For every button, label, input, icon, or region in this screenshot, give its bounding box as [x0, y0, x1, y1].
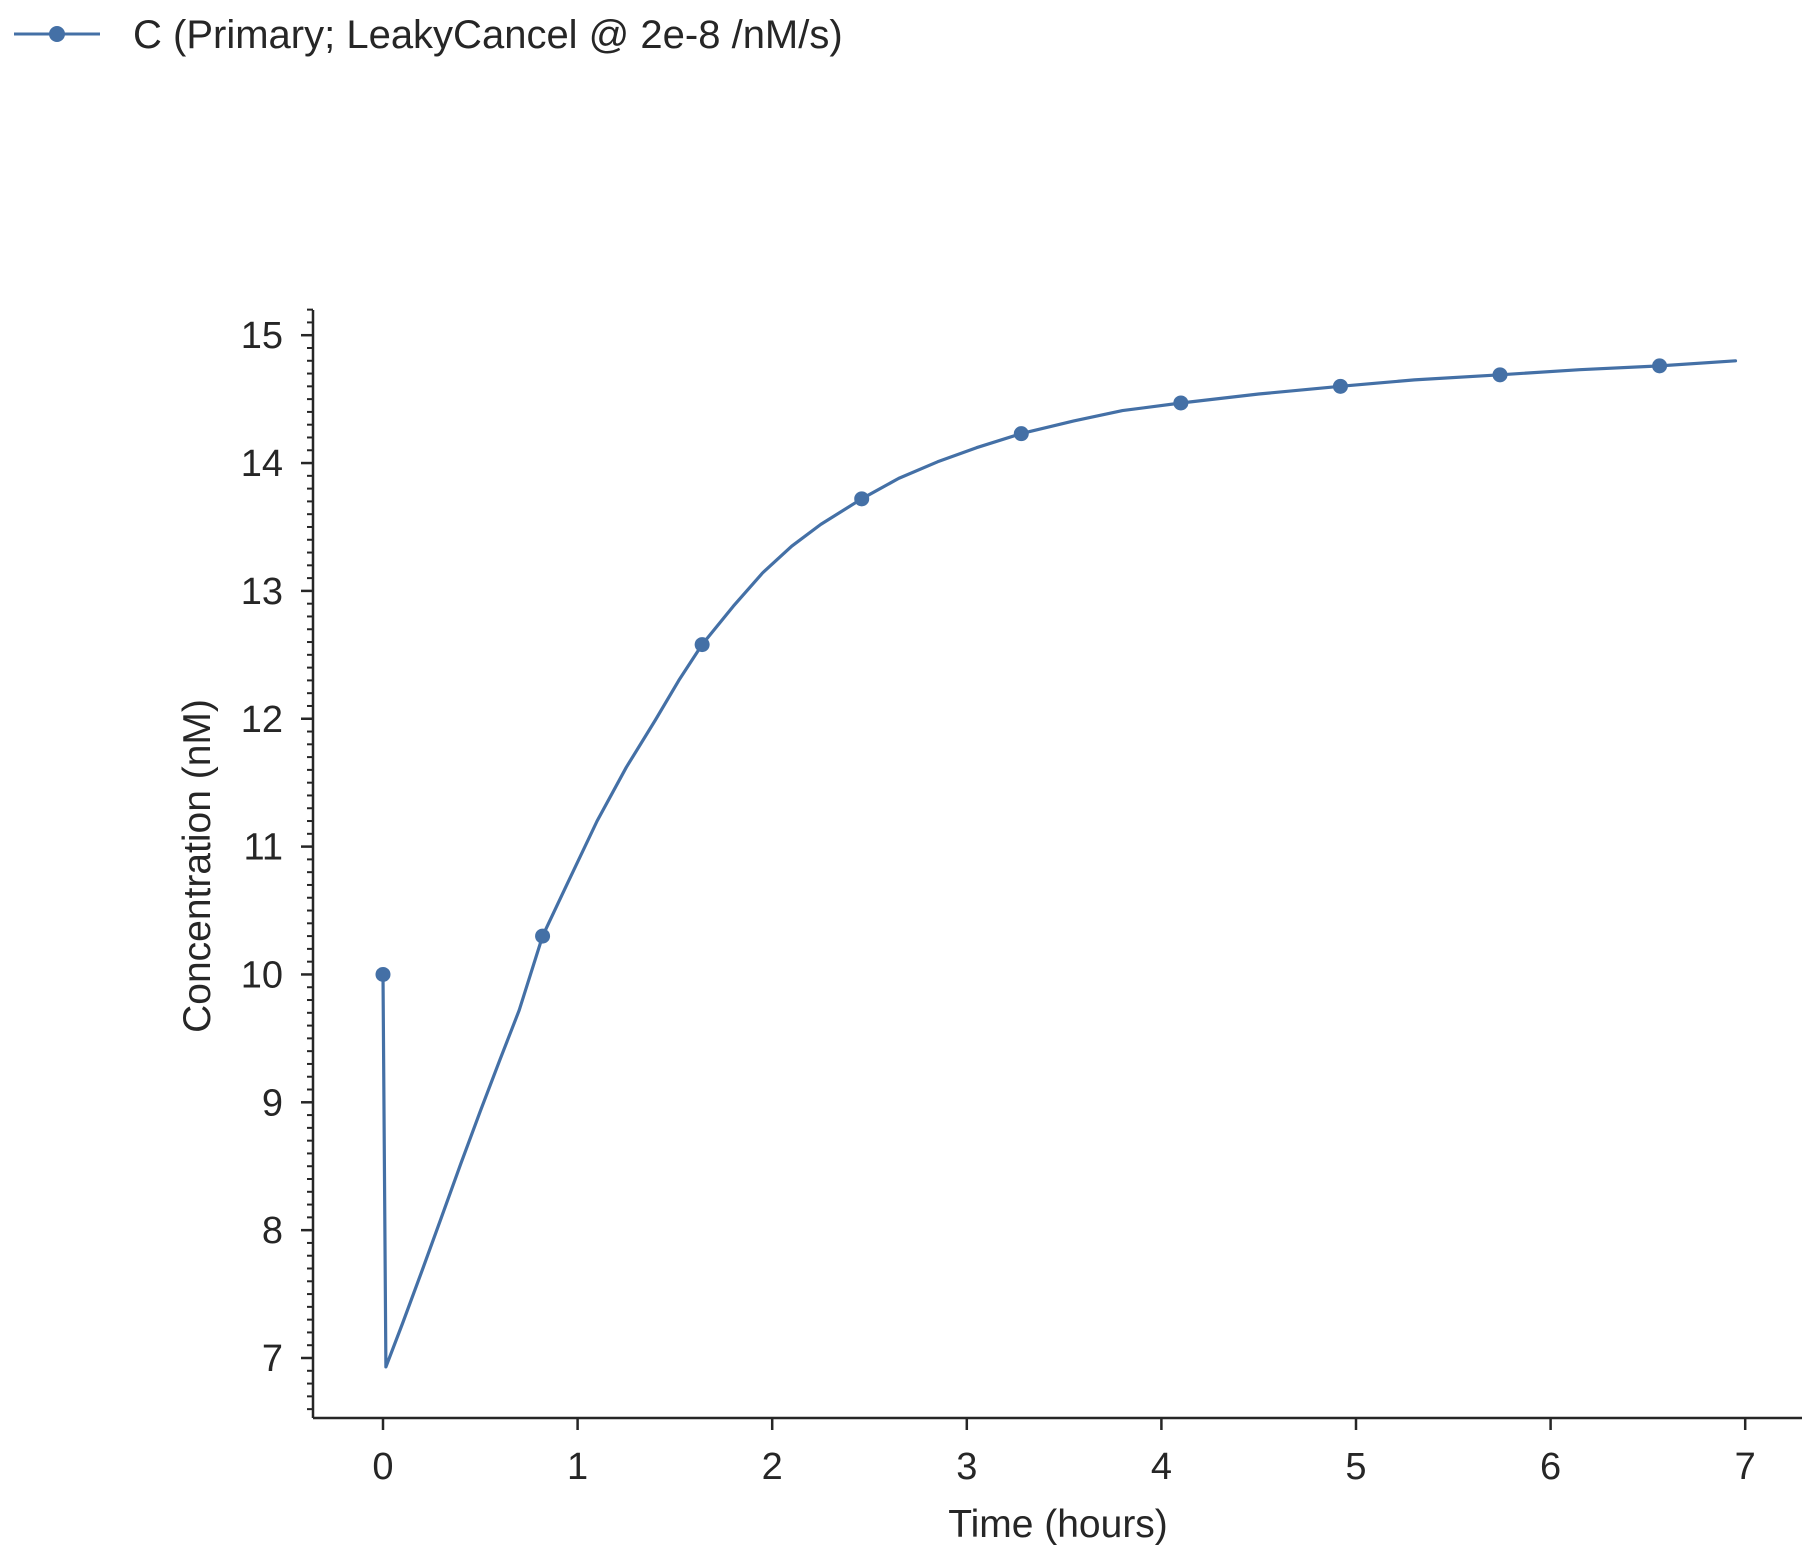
y-tick-label: 15 [241, 315, 283, 357]
y-tick-label: 7 [262, 1338, 283, 1380]
y-tick-label: 13 [241, 571, 283, 613]
y-tick-label: 10 [241, 954, 283, 996]
x-axis-label: Time (hours) [948, 1503, 1168, 1545]
data-point [1332, 378, 1348, 394]
data-point [375, 966, 391, 982]
y-tick-label: 9 [262, 1082, 283, 1124]
y-tick-label: 14 [241, 443, 283, 485]
y-tick-label: 12 [241, 699, 283, 741]
legend-series-label: C (Primary; LeakyCancel @ 2e-8 /nM/s) [133, 13, 843, 57]
plot-area [375, 358, 1738, 1369]
data-point [1652, 358, 1668, 374]
x-tick-label: 4 [1151, 1446, 1172, 1488]
data-point [854, 491, 870, 507]
y-axis-label: Concentration (nM) [176, 699, 219, 1033]
legend-swatch-marker [49, 26, 65, 42]
data-point [1173, 395, 1189, 411]
data-point [1492, 367, 1508, 383]
x-tick-label: 1 [567, 1446, 588, 1488]
x-tick-label: 2 [762, 1446, 783, 1488]
x-tick-label: 5 [1345, 1446, 1366, 1488]
legend: C (Primary; LeakyCancel @ 2e-8 /nM/s) [14, 13, 843, 57]
x-tick-label: 3 [956, 1446, 977, 1488]
y-tick-label: 11 [244, 827, 283, 869]
data-point [535, 928, 551, 944]
x-tick-label: 7 [1735, 1446, 1756, 1488]
data-point [1013, 426, 1029, 442]
x-tick-label: 6 [1540, 1446, 1561, 1488]
series-line [381, 359, 1738, 1369]
data-point [694, 637, 710, 653]
x-tick-label: 0 [372, 1446, 393, 1488]
y-tick-label: 8 [262, 1210, 283, 1252]
